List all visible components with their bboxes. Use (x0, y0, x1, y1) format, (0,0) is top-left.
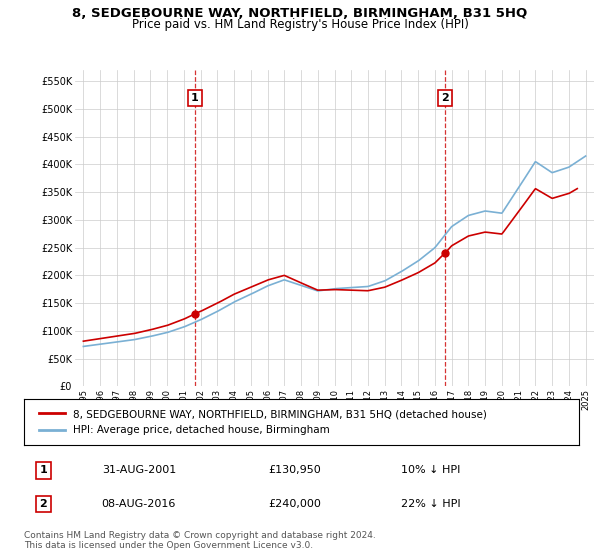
Text: 31-AUG-2001: 31-AUG-2001 (102, 465, 176, 475)
Text: 10% ↓ HPI: 10% ↓ HPI (401, 465, 461, 475)
Text: Price paid vs. HM Land Registry's House Price Index (HPI): Price paid vs. HM Land Registry's House … (131, 18, 469, 31)
Text: 1: 1 (40, 465, 47, 475)
Text: 08-AUG-2016: 08-AUG-2016 (102, 499, 176, 509)
Text: 1: 1 (191, 93, 199, 102)
Text: Contains HM Land Registry data © Crown copyright and database right 2024.
This d: Contains HM Land Registry data © Crown c… (24, 531, 376, 550)
Text: 2: 2 (40, 499, 47, 509)
Text: 2: 2 (441, 93, 449, 102)
Text: £130,950: £130,950 (268, 465, 321, 475)
Text: 22% ↓ HPI: 22% ↓ HPI (401, 499, 461, 509)
Text: £240,000: £240,000 (268, 499, 321, 509)
Text: 8, SEDGEBOURNE WAY, NORTHFIELD, BIRMINGHAM, B31 5HQ: 8, SEDGEBOURNE WAY, NORTHFIELD, BIRMINGH… (73, 7, 527, 20)
Legend: 8, SEDGEBOURNE WAY, NORTHFIELD, BIRMINGHAM, B31 5HQ (detached house), HPI: Avera: 8, SEDGEBOURNE WAY, NORTHFIELD, BIRMINGH… (35, 405, 491, 440)
